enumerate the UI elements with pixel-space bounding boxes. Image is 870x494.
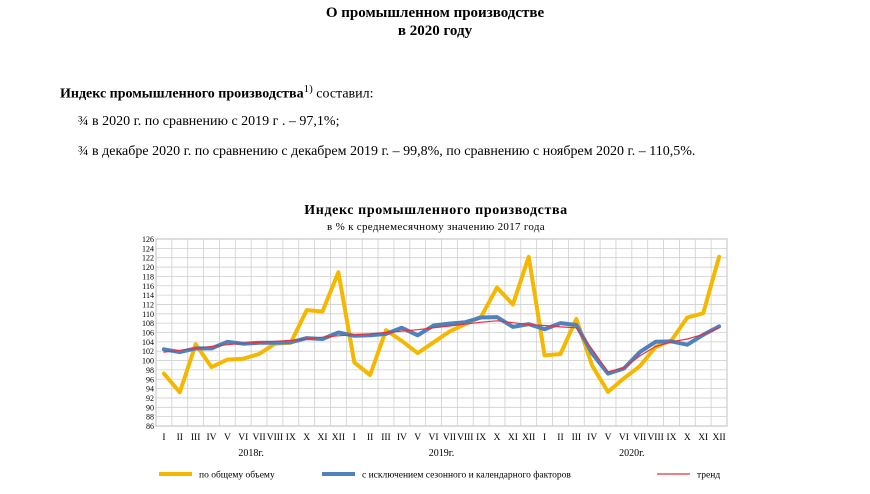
y-tick-label: 108 [142,319,154,328]
y-tick-label: 110 [142,310,154,319]
chart-legend: по общему объему с исключением сезонного … [159,470,720,481]
y-tick-label: 106 [142,329,154,338]
intro-rest: составил: [312,86,374,102]
y-tick-label: 120 [142,263,154,272]
y-tick-label: 100 [142,357,154,366]
legend-label-3: тренд [697,471,720,481]
x-tick-label: XII [522,433,535,443]
x-tick-label: V [224,433,231,443]
y-tick-label: 90 [146,403,154,412]
series-line-1 [161,254,722,395]
x-tick-label: XII [712,433,725,443]
y-tick-label: 88 [146,413,154,422]
x-tick-label: II [177,433,183,443]
chart-series [161,254,722,395]
x-tick-label: XI [698,433,708,443]
y-tick-label: 122 [142,254,154,263]
y-tick-label: 96 [146,375,154,384]
y-tick-label: 124 [142,244,154,253]
x-tick-label: VI [619,433,629,443]
intro-paragraph: Индекс промышленного производства1) сост… [60,83,374,103]
x-tick-label: VII [633,433,646,443]
x-tick-label: IX [476,433,486,443]
x-tick-label: I [162,433,165,443]
x-tick-label: IX [666,433,676,443]
legend-label-2: с исключением сезонного и календарного ф… [362,470,571,481]
y-tick-label: 114 [142,291,154,300]
x-tick-label: XI [318,433,328,443]
x-tick-label: II [367,433,373,443]
x-tick-label: IV [587,433,597,443]
y-axis-ticks: 8688909294969810010210410610811011211411… [142,235,154,431]
x-tick-label: VII [443,433,456,443]
x-tick-label: XI [508,433,518,443]
x-tick-label: VI [238,433,248,443]
chart-background [139,193,749,489]
y-tick-label: 116 [142,282,154,291]
x-axis-ticks: I II III IV V VI VII VIII IX X XI XII I II III IV V VI VII… [162,433,725,443]
x-tick-label: III [191,433,201,443]
x-tick-label: V [414,433,421,443]
index-chart: Индекс промышленного производства в % к … [139,193,749,489]
y-tick-label: 118 [142,272,154,281]
chart-title: Индекс промышленного производства [304,203,567,218]
x-tick-label: XII [332,433,345,443]
x-tick-label: I [543,433,546,443]
chart-grid [155,238,728,427]
y-tick-label: 86 [146,422,154,431]
legend-label-1: по общему объему [199,470,275,481]
y-tick-label: 92 [146,394,154,403]
x-tick-label: VIII [457,433,473,443]
x-tick-label: X [494,433,501,443]
x-tick-label: III [381,433,391,443]
x-tick-label: IV [397,433,407,443]
y-tick-label: 94 [146,385,154,394]
x-tick-label: III [572,433,582,443]
x-tick-label: IX [286,433,296,443]
x-tick-label: X [684,433,691,443]
x-tick-label: II [557,433,563,443]
year-label: 2019г. [429,448,454,459]
y-tick-label: 98 [146,366,154,375]
y-tick-label: 104 [142,338,154,347]
x-tick-label: X [303,433,310,443]
list-item-2020: ¾ в 2020 г. по сравнению с 2019 г . – 97… [78,114,340,129]
chart-container: Индекс промышленного производства в % к … [139,193,749,489]
intro-bold: Индекс промышленного производства [60,86,304,102]
series-line-3 [163,320,720,373]
chart-subtitle: в % к среднемесячному значению 2017 года [327,221,545,233]
x-tick-label: I [353,433,356,443]
x-tick-label: VII [252,433,265,443]
y-tick-label: 126 [142,235,154,244]
x-tick-label: VIII [267,433,283,443]
x-tick-label: IV [206,433,216,443]
x-tick-label: VIII [647,433,663,443]
document-title-line2: в 2020 году [397,23,473,39]
year-label: 2020г. [619,448,644,459]
x-tick-label: VI [429,433,439,443]
footnote-mark: 1) [303,83,313,95]
y-tick-label: 102 [142,347,154,356]
year-label: 2018г. [238,448,263,459]
document-title-line1: О промышленном производстве [325,5,545,21]
y-tick-label: 112 [142,300,154,309]
x-tick-label: V [605,433,612,443]
list-item-december: ¾ в декабре 2020 г. по сравнению с декаб… [78,144,696,159]
year-labels: 2018г. 2019г. 2020г. [238,448,644,459]
